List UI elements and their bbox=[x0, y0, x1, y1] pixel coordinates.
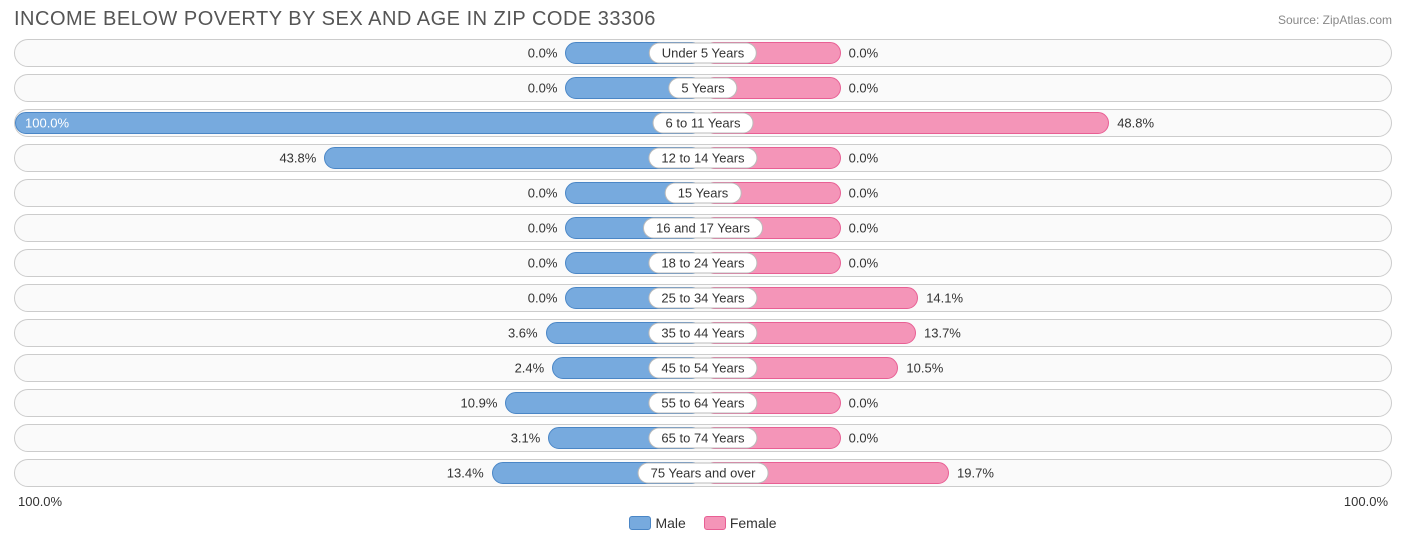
male-value: 0.0% bbox=[528, 221, 558, 236]
female-value: 0.0% bbox=[849, 221, 879, 236]
female-value: 0.0% bbox=[849, 46, 879, 61]
male-value: 100.0% bbox=[25, 116, 69, 131]
female-value: 0.0% bbox=[849, 186, 879, 201]
chart-row: 43.8% 0.0% 12 to 14 Years bbox=[14, 144, 1392, 172]
chart-row: 0.0% 0.0% 16 and 17 Years bbox=[14, 214, 1392, 242]
male-value: 3.1% bbox=[511, 431, 541, 446]
chart-row: 2.4% 10.5% 45 to 54 Years bbox=[14, 354, 1392, 382]
female-value: 0.0% bbox=[849, 431, 879, 446]
male-value: 0.0% bbox=[528, 81, 558, 96]
category-label: 65 to 74 Years bbox=[648, 428, 757, 449]
legend-female: Female bbox=[704, 515, 777, 531]
male-value: 3.6% bbox=[508, 326, 538, 341]
chart-row: 0.0% 0.0% 5 Years bbox=[14, 74, 1392, 102]
male-value: 43.8% bbox=[279, 151, 316, 166]
chart-area: 0.0% 0.0% Under 5 Years 0.0% 0.0% 5 Years 100.… bbox=[0, 35, 1406, 487]
axis-right-label: 100.0% bbox=[1344, 494, 1388, 509]
male-swatch-icon bbox=[629, 516, 651, 530]
legend-male: Male bbox=[629, 515, 685, 531]
chart-row: 0.0% 14.1% 25 to 34 Years bbox=[14, 284, 1392, 312]
chart-row: 10.9% 0.0% 55 to 64 Years bbox=[14, 389, 1392, 417]
axis-left-label: 100.0% bbox=[18, 494, 62, 509]
female-value: 13.7% bbox=[924, 326, 961, 341]
chart-row: 3.1% 0.0% 65 to 74 Years bbox=[14, 424, 1392, 452]
female-value: 0.0% bbox=[849, 256, 879, 271]
female-value: 10.5% bbox=[906, 361, 943, 376]
male-value: 2.4% bbox=[515, 361, 545, 376]
female-value: 0.0% bbox=[849, 151, 879, 166]
chart-header: INCOME BELOW POVERTY BY SEX AND AGE IN Z… bbox=[0, 0, 1406, 35]
female-value: 19.7% bbox=[957, 466, 994, 481]
category-label: 25 to 34 Years bbox=[648, 288, 757, 309]
male-bar bbox=[324, 147, 703, 169]
category-label: Under 5 Years bbox=[649, 43, 757, 64]
chart-row: 0.0% 0.0% 18 to 24 Years bbox=[14, 249, 1392, 277]
male-bar bbox=[15, 112, 703, 134]
category-label: 16 and 17 Years bbox=[643, 218, 763, 239]
female-value: 48.8% bbox=[1117, 116, 1154, 131]
legend-female-label: Female bbox=[730, 515, 777, 531]
chart-row: 0.0% 0.0% 15 Years bbox=[14, 179, 1392, 207]
category-label: 18 to 24 Years bbox=[648, 253, 757, 274]
category-label: 6 to 11 Years bbox=[653, 113, 754, 134]
male-value: 13.4% bbox=[447, 466, 484, 481]
chart-row: 0.0% 0.0% Under 5 Years bbox=[14, 39, 1392, 67]
female-value: 0.0% bbox=[849, 81, 879, 96]
chart-row: 13.4% 19.7% 75 Years and over bbox=[14, 459, 1392, 487]
chart-row: 3.6% 13.7% 35 to 44 Years bbox=[14, 319, 1392, 347]
category-label: 55 to 64 Years bbox=[648, 393, 757, 414]
male-value: 0.0% bbox=[528, 186, 558, 201]
female-bar bbox=[703, 112, 1109, 134]
chart-title: INCOME BELOW POVERTY BY SEX AND AGE IN Z… bbox=[14, 8, 656, 31]
category-label: 12 to 14 Years bbox=[648, 148, 757, 169]
category-label: 75 Years and over bbox=[638, 463, 769, 484]
axis-row: 100.0% 100.0% bbox=[0, 494, 1406, 509]
male-value: 10.9% bbox=[461, 396, 498, 411]
female-swatch-icon bbox=[704, 516, 726, 530]
chart-source: Source: ZipAtlas.com bbox=[1278, 13, 1392, 27]
male-value: 0.0% bbox=[528, 291, 558, 306]
chart-row: 100.0% 48.8% 6 to 11 Years bbox=[14, 109, 1392, 137]
category-label: 5 Years bbox=[668, 78, 737, 99]
category-label: 35 to 44 Years bbox=[648, 323, 757, 344]
female-value: 0.0% bbox=[849, 396, 879, 411]
male-value: 0.0% bbox=[528, 256, 558, 271]
category-label: 45 to 54 Years bbox=[648, 358, 757, 379]
female-value: 14.1% bbox=[926, 291, 963, 306]
legend: Male Female bbox=[0, 509, 1406, 531]
legend-male-label: Male bbox=[655, 515, 685, 531]
male-value: 0.0% bbox=[528, 46, 558, 61]
category-label: 15 Years bbox=[665, 183, 742, 204]
